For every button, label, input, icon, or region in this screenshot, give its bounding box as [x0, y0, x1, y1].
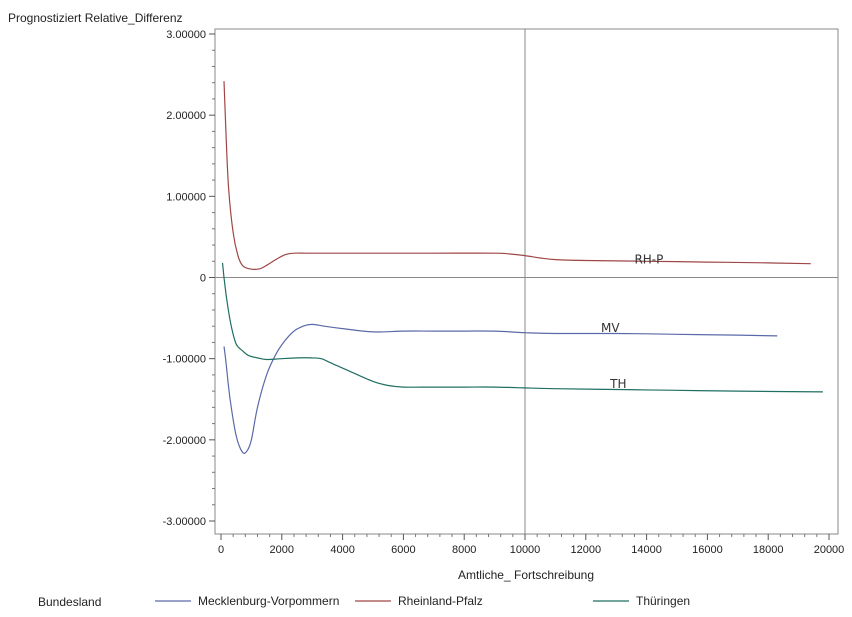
y-axis-title: Prognostiziert Relative_Differenz — [8, 11, 183, 25]
x-tick-label: 6000 — [391, 544, 415, 556]
x-axis: 0 2000 4000 6000 8000 10000 12000 14000 16000 180… — [218, 534, 844, 556]
x-tick-label: 10000 — [510, 544, 541, 556]
y-tick-label: -1.00000 — [163, 354, 206, 366]
x-tick-label: 18000 — [753, 544, 784, 556]
x-tick-label: 14000 — [631, 544, 662, 556]
series-lines — [221, 81, 823, 455]
line-annotations: RH-P MV TH — [601, 253, 663, 391]
legend-label-2: Thüringen — [636, 594, 690, 608]
legend-items: Mecklenburg-Vorpommern Rheinland-Pfalz Thü… — [155, 594, 690, 608]
y-tick-label: 2.00000 — [166, 110, 206, 122]
series-line-1 — [223, 81, 811, 271]
y-tick-label: 0 — [200, 273, 206, 285]
legend: Bundesland Mecklenburg-Vorpommern Rheinla… — [38, 594, 690, 609]
y-tick-label: -3.00000 — [163, 516, 206, 528]
y-axis: 3.00000 2.00000 1.00000 0 -1.00000 -2.00000 -3… — [163, 29, 215, 528]
x-tick-label: 2000 — [270, 544, 294, 556]
x-tick-label: 0 — [218, 544, 224, 556]
x-axis-title: Amtliche_ Fortschreibung — [458, 568, 594, 582]
legend-label-1: Rheinland-Pfalz — [398, 594, 483, 608]
legend-title: Bundesland — [38, 595, 101, 609]
x-tick-label: 12000 — [571, 544, 602, 556]
line-annotation: TH — [609, 377, 626, 391]
x-tick-label: 16000 — [692, 544, 723, 556]
y-tick-label: -2.00000 — [163, 435, 206, 447]
plot-frame — [214, 28, 839, 535]
series-line-0 — [223, 323, 778, 455]
series-line-2 — [221, 262, 823, 393]
legend-label-0: Mecklenburg-Vorpommern — [198, 594, 339, 608]
x-tick-label: 20000 — [814, 544, 845, 556]
x-tick-label: 8000 — [452, 544, 476, 556]
line-annotation: MV — [601, 321, 620, 335]
line-annotation: RH-P — [634, 253, 663, 267]
y-tick-label: 3.00000 — [166, 29, 206, 41]
x-tick-label: 4000 — [330, 544, 354, 556]
y-tick-label: 1.00000 — [166, 191, 206, 203]
